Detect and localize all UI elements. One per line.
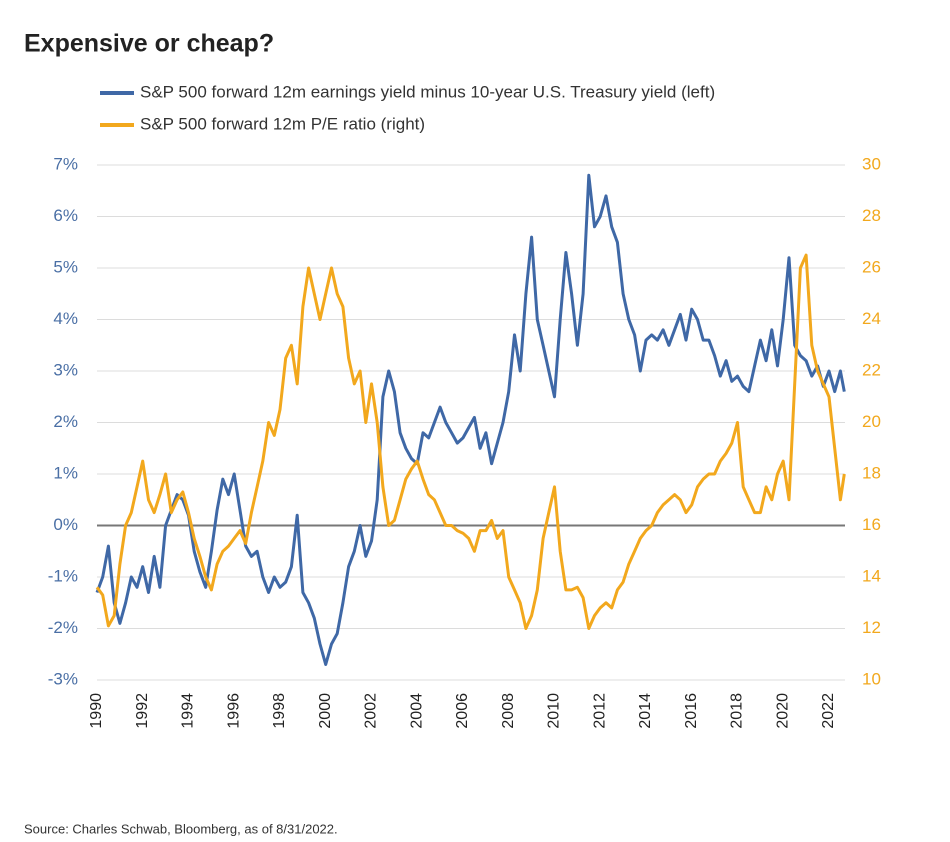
y-tick-label: 0%	[53, 515, 78, 534]
y-tick-label: 2%	[53, 412, 78, 431]
y-tick-label: 5%	[53, 257, 78, 276]
y-tick-label: 3%	[53, 360, 78, 379]
legend-label: S&P 500 forward 12m earnings yield minus…	[140, 82, 715, 101]
y2-tick-label: 16	[862, 515, 881, 534]
x-tick-label: 2004	[408, 693, 425, 729]
y-tick-label: -3%	[48, 669, 78, 688]
y2-tick-label: 30	[862, 154, 881, 173]
y-tick-label: 4%	[53, 309, 78, 328]
x-tick-label: 1994	[180, 693, 197, 729]
y2-tick-label: 10	[862, 669, 881, 688]
y2-tick-label: 12	[862, 618, 881, 637]
y2-tick-label: 18	[862, 463, 881, 482]
x-tick-label: 2014	[637, 693, 654, 729]
data-line	[95, 173, 846, 666]
x-tick-label: 2002	[363, 693, 380, 729]
x-tick-label: 1990	[88, 693, 105, 729]
y2-tick-label: 14	[862, 566, 881, 585]
data-line	[95, 253, 846, 630]
y-tick-label: 7%	[53, 154, 78, 173]
y-tick-label: -1%	[48, 566, 78, 585]
y2-tick-label: 20	[862, 412, 881, 431]
x-tick-label: 2020	[774, 693, 791, 729]
x-tick-label: 2008	[500, 693, 517, 729]
x-tick-label: 2000	[317, 693, 334, 729]
y2-tick-label: 22	[862, 360, 881, 379]
chart-title: Expensive or cheap?	[24, 30, 274, 58]
source-note: Source: Charles Schwab, Bloomberg, as of…	[24, 821, 338, 836]
x-tick-label: 2016	[683, 693, 700, 729]
x-tick-label: 2012	[591, 693, 608, 729]
x-tick-label: 2010	[546, 693, 563, 729]
x-tick-label: 2022	[820, 693, 837, 729]
legend-label: S&P 500 forward 12m P/E ratio (right)	[140, 114, 425, 133]
y2-tick-label: 24	[862, 309, 881, 328]
y-tick-label: 1%	[53, 463, 78, 482]
y2-tick-label: 26	[862, 257, 881, 276]
x-tick-label: 1996	[225, 693, 242, 729]
x-tick-label: 1992	[134, 693, 151, 729]
y-tick-label: -2%	[48, 618, 78, 637]
x-tick-label: 2006	[454, 693, 471, 729]
y-tick-label: 6%	[53, 206, 78, 225]
x-tick-label: 1998	[271, 693, 288, 729]
y2-tick-label: 28	[862, 206, 881, 225]
x-tick-label: 2018	[729, 693, 746, 729]
